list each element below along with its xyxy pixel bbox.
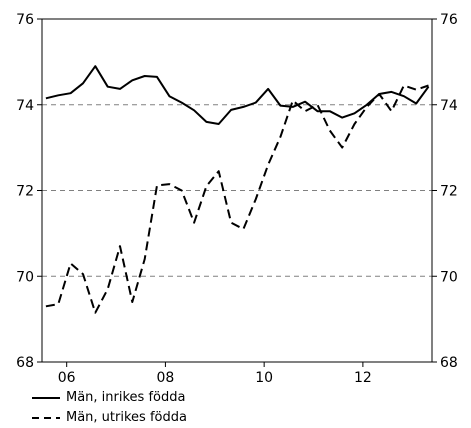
series-line-utrikes: [45, 84, 429, 314]
y-tick-label-right-76: 76: [440, 12, 458, 28]
x-tick-label-08: 08: [157, 370, 175, 386]
y-tick-label-right-70: 70: [440, 269, 458, 285]
legend-item-utrikes: Män, utrikes födda: [32, 408, 187, 428]
legend: Män, inrikes födda Män, utrikes födda: [32, 388, 187, 428]
legend-swatch-dashed: [32, 417, 60, 419]
legend-label-inrikes: Män, inrikes födda: [66, 390, 186, 405]
y-tick-label-right-74: 74: [440, 98, 458, 114]
legend-item-inrikes: Män, inrikes födda: [32, 388, 187, 408]
y-tick-label-right-68: 68: [440, 355, 458, 371]
y-tick-label-left-68: 68: [16, 355, 34, 371]
y-tick-label-left-72: 72: [16, 184, 34, 200]
y-tick-label-left-74: 74: [16, 98, 34, 114]
series-lines: [45, 65, 430, 314]
y-tick-label-right-72: 72: [440, 184, 458, 200]
legend-label-utrikes: Män, utrikes födda: [66, 410, 187, 425]
x-tick-label-10: 10: [255, 370, 273, 386]
x-tick-label-12: 12: [354, 370, 372, 386]
y-tick-label-left-76: 76: [16, 12, 34, 28]
gridlines: [42, 104, 432, 277]
axis-ticks: [37, 18, 437, 367]
y-axis-left-labels: 68 70 72 74 76: [16, 12, 34, 371]
y-tick-label-left-70: 70: [16, 269, 34, 285]
y-axis-right-labels: 68 70 72 74 76: [440, 12, 458, 371]
legend-swatch-solid: [32, 397, 60, 399]
series-line-inrikes: [45, 65, 430, 125]
x-tick-label-06: 06: [58, 370, 76, 386]
x-axis-labels: 06 08 10 12: [58, 370, 372, 386]
